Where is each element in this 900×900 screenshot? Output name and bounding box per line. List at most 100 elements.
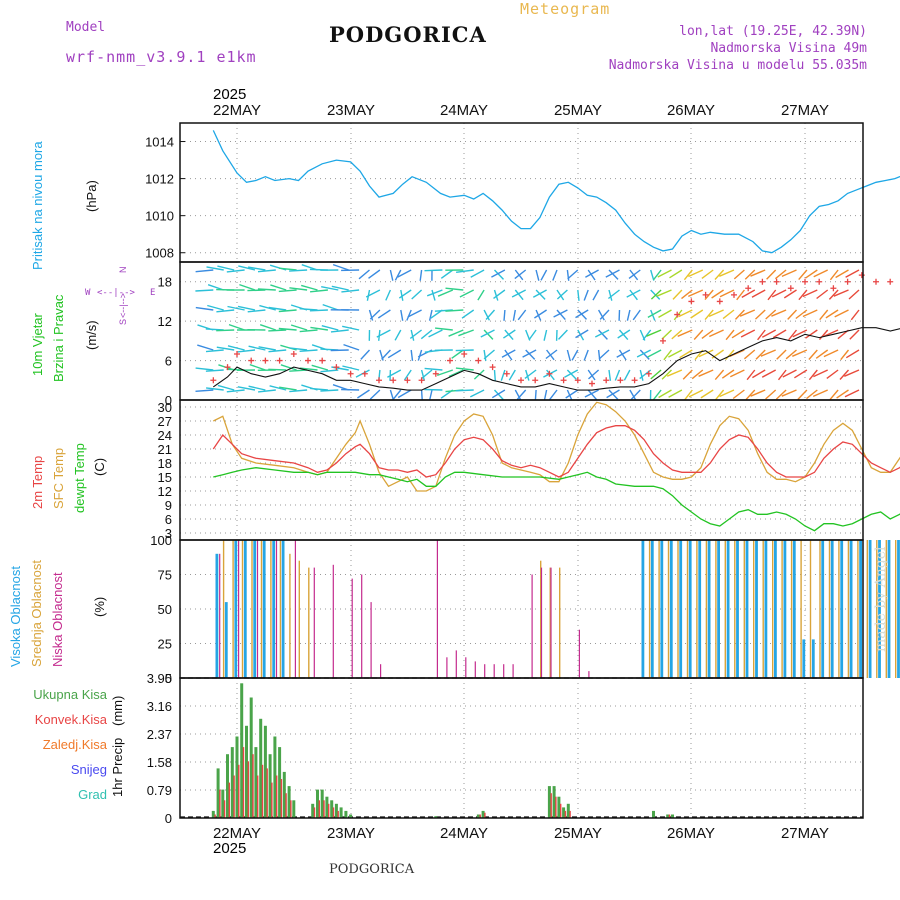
wind-arrow-21	[226, 269, 245, 273]
wind-arrow-437	[849, 329, 860, 340]
wind-arrow-35	[247, 266, 266, 271]
low-cloud-bar-8	[361, 574, 363, 678]
cloud-tick-3: 75	[158, 568, 172, 583]
wind-arrow-301	[652, 269, 662, 281]
wind-arrow-90	[320, 389, 339, 392]
low-cloud-bar-0	[219, 553, 221, 678]
wind-arrow-20	[217, 384, 235, 391]
wind-arrow-421	[828, 289, 839, 300]
wind-arrow-233	[556, 309, 566, 321]
low-cloud-bar-5	[313, 567, 315, 678]
wind-arrow-338	[704, 309, 714, 321]
wind-arrow-439	[844, 369, 860, 377]
mid-cloud-bar-23	[734, 540, 736, 678]
wind-gust-marker-33	[674, 311, 681, 318]
wind-gust-marker-42	[802, 278, 808, 285]
legend-conv-rain: Konvek.Kisa	[34, 712, 107, 727]
wind-arrow-325	[677, 329, 693, 337]
mid-cloud-bar-19	[696, 540, 698, 678]
pressure-ylabel: Pritisak na nivou mora	[30, 141, 45, 270]
wind-gust-marker-25	[560, 377, 567, 384]
wind-gust-marker-41	[787, 285, 794, 292]
precip-conv-bar-3	[228, 782, 230, 818]
wind-arrow-337	[704, 289, 714, 301]
mid-cloud-bar-36	[857, 540, 859, 678]
precip-total-bar-7	[245, 725, 248, 818]
wind-arrow-152	[420, 369, 433, 380]
precip-total-bar-6	[240, 683, 244, 818]
mid-cloud-bar-7	[289, 553, 291, 678]
mid-cloud-bar-39	[885, 540, 887, 678]
wind-arrow-332	[693, 329, 704, 340]
precip-total-bar-16	[287, 786, 291, 818]
precip-tick-2: 1.58	[147, 755, 172, 770]
wind-arrow-235	[545, 349, 558, 360]
temp-tick-0: 3	[165, 526, 172, 541]
wind-arrow-380	[765, 309, 777, 320]
temp-ylabel-2: SFC Temp	[51, 447, 66, 509]
precip-conv-bar-11	[266, 768, 268, 818]
precip-total-bar-24	[339, 807, 343, 818]
wind-arrow-229	[546, 369, 555, 381]
wind-arrow-292	[639, 369, 644, 381]
mid-cloud-bar-5	[270, 540, 272, 678]
wind-arrow-42	[257, 269, 276, 273]
precip-frame	[179, 677, 864, 819]
wind-arrow-27	[226, 389, 245, 393]
wind-arrow-265	[584, 389, 599, 398]
wind-arrow-48	[258, 389, 276, 393]
wind-gust-marker-2	[234, 351, 240, 357]
wind-arrow-413	[813, 269, 829, 278]
wind-arrow-163	[434, 309, 453, 312]
wind-arrow-405	[797, 389, 808, 400]
wind-arrow-56	[278, 267, 297, 271]
wind-arrow-16	[216, 309, 235, 313]
day-label-bottom-2: 24MAY	[440, 825, 488, 842]
wind-arrow-326	[679, 349, 693, 359]
precip-conv-bar-7	[247, 761, 249, 818]
wind-arrow-140	[419, 269, 423, 281]
wind-arrow-415	[819, 309, 829, 321]
wind-arrow-131	[387, 369, 402, 378]
wind-arrow-9	[207, 304, 224, 311]
wind-arrow-146	[420, 389, 423, 401]
wind-arrow-66	[290, 324, 308, 331]
day-label-bottom-5: 27MAY	[781, 825, 829, 842]
wind-arrow-198	[503, 309, 506, 321]
wind-arrow-39	[248, 345, 266, 351]
precip-ylabel: 1hr Precip	[110, 737, 125, 797]
mid-cloud-bar-33	[828, 540, 831, 678]
wind-arrow-278	[614, 369, 621, 381]
high-cloud-bar-26	[802, 639, 806, 678]
mid-cloud-bar-32	[819, 540, 821, 678]
precip-total-bar-25	[344, 810, 348, 818]
wind-arrow-360	[731, 329, 745, 339]
high-cloud-bar-6	[272, 540, 276, 678]
wind-gust-marker-9	[333, 364, 340, 371]
wind-arrow-210	[514, 269, 527, 280]
precip-conv-bar-28	[564, 810, 567, 818]
wind-arrow-354	[725, 349, 735, 361]
high-cloud-bar-11	[660, 540, 664, 678]
day-label-bottom-1: 23MAY	[327, 825, 375, 842]
wind-arrow-63	[289, 269, 308, 272]
wind-arrow-376	[752, 369, 766, 379]
wind-arrow-51	[268, 306, 287, 311]
wind-arrow-113	[365, 289, 381, 298]
wind-arrow-7	[206, 266, 224, 271]
mid-cloud-bar-9	[308, 567, 310, 678]
high-cloud-bar-31	[849, 540, 853, 678]
temp-tick-5: 18	[158, 456, 172, 471]
mid-cloud-bar-16	[667, 540, 670, 678]
wind-gust-marker-26	[574, 377, 581, 384]
wind-arrow-64	[289, 287, 308, 291]
wind-arrow-411	[808, 369, 818, 381]
wind-gust-marker-20	[489, 364, 496, 371]
wind-arrow-408	[802, 309, 818, 318]
wind-arrow-286	[629, 389, 637, 401]
mid-cloud-bar-27	[772, 540, 774, 678]
wind-arrow-353	[725, 329, 735, 341]
wind-arrow-226	[534, 309, 547, 319]
wind-arrow-221	[522, 349, 537, 358]
wind-arrow-393	[783, 289, 797, 299]
